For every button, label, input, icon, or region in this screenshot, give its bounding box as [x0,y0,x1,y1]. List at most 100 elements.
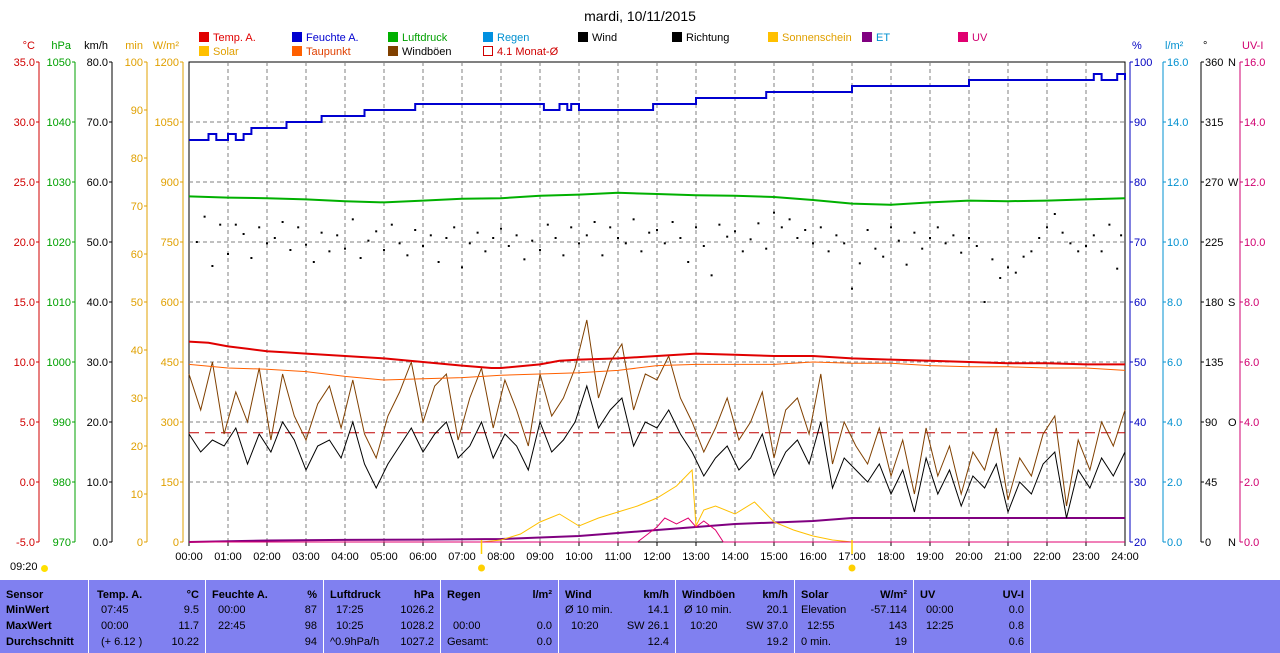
direction-point [531,239,534,242]
direction-point [749,238,752,241]
x-tick-label: 07:00 [448,551,476,563]
direction-point [305,243,307,246]
series-line [188,384,1126,519]
stats-windboeen: Windböen km/h Ø 10 min. 20.1 10:20 SW 37… [676,580,794,653]
direction-point [999,277,1002,279]
right-axis-tick-label: 45 [1205,477,1217,489]
legend-swatch [862,32,872,42]
stats-windboeen-max-time: 10:20 [690,620,718,632]
legend-label: 4.1 Monat-Ø [497,46,559,58]
left-axis-tick-label: 1020 [47,237,71,249]
stats-sensor-column: Sensor MinWert MaxWert Durchschnitt [0,580,88,653]
right-axis-tick-label: 16.0 [1167,57,1188,69]
left-axis-tick-label: 450 [161,357,179,369]
left-axis-tick-label: 1200 [155,57,179,69]
left-axis-tick-label: 30.0 [14,117,35,129]
right-axis-tick-label: 270 [1205,177,1223,189]
stats-feuchte: Feuchte A. % 00:00 87 22:45 98 94 [206,580,323,653]
direction-point [726,235,729,238]
x-tick-label: 18:00 [877,551,905,563]
stats-regen-total-value: 0.0 [536,636,552,648]
right-axis-tick-label: 80 [1134,177,1146,189]
left-axis-tick-label: 0 [137,537,143,549]
direction-point [1100,250,1103,253]
stats-temp-max-time: 00:00 [101,620,129,632]
right-axis-tick-label: 90 [1205,417,1217,429]
stats-wind-max-value: SW 26.1 [626,620,669,632]
direction-point [422,245,424,247]
left-axis-unit: °C [23,40,35,52]
stats-windboeen-unit: km/h [762,589,788,601]
legend-swatch [578,32,588,42]
left-axis-tick-label: 0 [173,537,179,549]
direction-point [734,230,736,233]
stats-uv-unit: UV-I [1002,589,1024,601]
legend-label: Wind [592,32,617,44]
stats-regen-max-time: 00:00 [453,620,481,632]
direction-point [484,250,487,253]
right-axis-tick-label: 30 [1134,477,1146,489]
stats-luftdruck-title: Luftdruck [330,589,381,601]
series-line [188,517,1125,543]
right-axis-tick-label: 6.0 [1167,357,1182,369]
stats-luftdruck-max-time: 10:25 [336,620,364,632]
stats-wind-avg-value: 12.4 [647,636,669,648]
direction-point [780,226,783,229]
left-axis-tick-label: 5.0 [20,417,35,429]
direction-point [320,231,323,234]
stats-solar-unit: W/m² [880,589,907,601]
stats-solar-avg-value: 19 [894,636,907,648]
right-axis-tick-label: 40 [1134,417,1146,429]
stats-feuchte-min-value: 87 [304,604,317,616]
direction-point [858,262,861,265]
direction-point [624,242,627,245]
direction-point [1053,213,1056,215]
direction-point [975,245,978,247]
legend-swatch [388,32,398,42]
direction-tick-label: N [1228,537,1236,549]
legend-label: Richtung [686,32,729,44]
direction-point [983,301,986,303]
legend-swatch [483,46,493,56]
direction-point [242,233,245,235]
left-axis-tick-label: 60 [131,249,143,261]
stats-windboeen-avg-value: 19.2 [766,636,788,648]
left-axis-tick-label: 10 [131,489,143,501]
stats-temp: Temp. A. °C 07:45 9.5 00:00 11.7 (+ 6.12… [89,580,205,653]
direction-point [663,242,666,245]
chart-title: mardi, 10/11/2015 [584,8,696,24]
stats-windboeen-title: Windböen [682,589,736,601]
direction-point [266,242,268,245]
stats-luftdruck-min-time: 17:25 [336,604,364,616]
sunrise-dot [478,564,485,572]
direction-point [702,245,705,247]
direction-point [679,237,682,239]
stats-regen-unit: l/m² [532,589,552,601]
x-tick-label: 03:00 [292,551,320,563]
left-axis-tick-label: 70.0 [87,117,108,129]
stats-uv-title: UV [920,589,936,601]
direction-point [648,231,651,234]
direction-point [695,226,697,229]
direction-point [351,218,354,221]
direction-point [601,254,604,257]
left-axis-tick-label: 90 [131,105,143,117]
left-axis-tick-label: 1050 [155,117,179,129]
stats-luftdruck-min-value: 1026.2 [400,604,434,616]
stats-solar-sun-minutes: 0 min. [801,636,831,648]
direction-point [250,257,253,259]
legend-label: Feuchte A. [306,32,359,44]
stats-temp-unit: °C [186,589,199,601]
series-line [188,191,1126,206]
direction-point [936,226,939,229]
left-axis-unit: min [125,40,143,52]
legend-swatch [672,32,682,42]
direction-point [1116,267,1119,270]
stats-solar: Solar W/m² Elevation -57.114 12:55 143 0… [795,580,913,653]
direction-point [383,249,385,251]
right-axis-tick-label: 2.0 [1167,477,1182,489]
right-axis-tick-label: 100 [1134,57,1152,69]
direction-point [453,226,456,229]
direction-point [227,253,229,255]
direction-point [367,239,370,242]
